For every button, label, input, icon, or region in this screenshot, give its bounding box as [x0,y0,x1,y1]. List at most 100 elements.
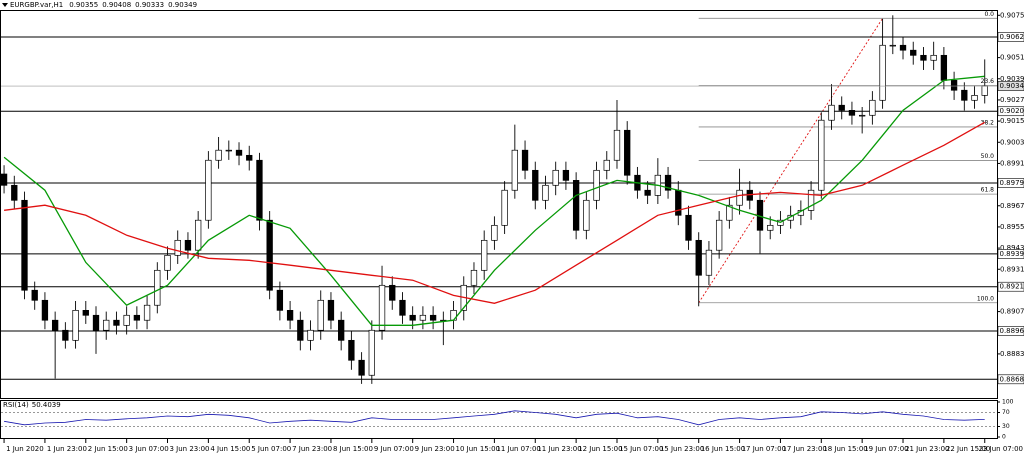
x-tick-label: 17 Jun 07:00 [742,445,786,453]
candle-body [389,284,396,301]
x-tick-label: 18 Jun 15:00 [823,445,867,453]
fib-label: 100.0 [977,295,994,302]
candle-body [215,149,222,161]
level-box [997,249,1024,259]
candle-body [675,189,682,216]
candle-body [82,309,89,316]
candle-body [113,319,120,326]
candle-body [848,110,856,116]
x-tick-label: 15 Jun 07:00 [619,445,663,453]
candle-body [133,314,141,321]
candle-body [266,219,273,291]
current-price-box [997,81,1024,91]
candle-body [205,159,212,221]
candle-body [72,309,79,341]
candle-body [961,89,968,101]
candle-body [409,314,416,321]
candle-body [235,149,243,156]
candle-body [613,129,621,161]
fib-label: 0.0 [984,11,994,18]
candle-body [92,314,100,331]
candle-body [542,184,549,201]
header-value: 0.90355 [69,1,98,9]
candle-body [971,95,978,101]
candle-body [399,299,406,316]
level-box [997,32,1024,42]
fib-label: 50.0 [981,153,995,160]
candle-body [767,224,774,231]
header-arrow [2,3,8,7]
level-box [997,374,1024,385]
candle-body [562,169,570,181]
candle-body [603,159,610,171]
candle-body [940,54,948,81]
candle-body [838,104,845,111]
candle-body [501,189,508,226]
candle-body [103,319,110,331]
trendline [698,18,883,304]
x-tick-label: 16 Jun 15:00 [701,445,745,453]
x-tick-label: 12 Jun 15:00 [578,445,622,453]
candle-body [879,44,886,101]
candle-body [593,169,600,201]
candle-body [225,149,232,152]
candle-body [644,189,651,196]
candle-body [286,309,294,321]
candle-body [368,329,375,376]
candle-body [31,289,38,301]
level-box [997,326,1024,336]
symbol-title: EURGBP.var,H1 [10,1,63,9]
candle-body [51,319,59,331]
candle-body [419,314,427,321]
candle-body [164,254,171,271]
x-tick-label: 22 Jun 15:00 [946,445,990,453]
candle-body [246,154,253,161]
candle-body [889,44,896,47]
candle-body [552,169,559,186]
x-tick-label: 2 Jun 15:00 [88,445,128,453]
x-tick-label: 1 Jun 2020 [6,445,44,453]
candle-body [174,239,181,256]
fib-label: 23.6 [981,78,995,85]
candle-body [184,239,192,251]
candle-body [685,214,692,241]
current-price-label: 0.90349 [1000,82,1024,90]
x-tick-label: 11 Jun 07:00 [496,445,540,453]
candle-body [21,199,28,291]
candle-body [123,314,130,326]
candle-body [572,180,580,231]
x-tick-label: 15 Jun 23:00 [660,445,704,453]
rsi-title: RSI(14) [3,401,29,409]
moving-average [3,75,985,326]
rsi-panel-frame [0,400,998,439]
candle-body [664,174,672,191]
x-tick-label: 1 Jun 23:00 [47,445,87,453]
candle-body [358,359,365,376]
x-tick-label: 3 Jun 23:00 [170,445,210,453]
level-label: 0.89397 [1000,250,1024,258]
x-tick-label: 9 Jun 07:00 [374,445,414,453]
candle-body [256,159,263,221]
candle-body [521,149,529,171]
candle-body [481,239,488,271]
candle-body [736,189,743,206]
candle-body [338,319,345,341]
candle-body [869,99,876,116]
level-label: 0.90627 [1000,33,1024,41]
level-label: 0.90206 [1000,107,1024,115]
candle-body [930,54,937,61]
candle-body [858,114,866,117]
candle-body [807,189,815,211]
candle-body [62,329,69,341]
main-panel-frame [0,10,998,399]
candle-body [583,199,590,231]
x-tick-label: 3 Jun 07:00 [129,445,169,453]
